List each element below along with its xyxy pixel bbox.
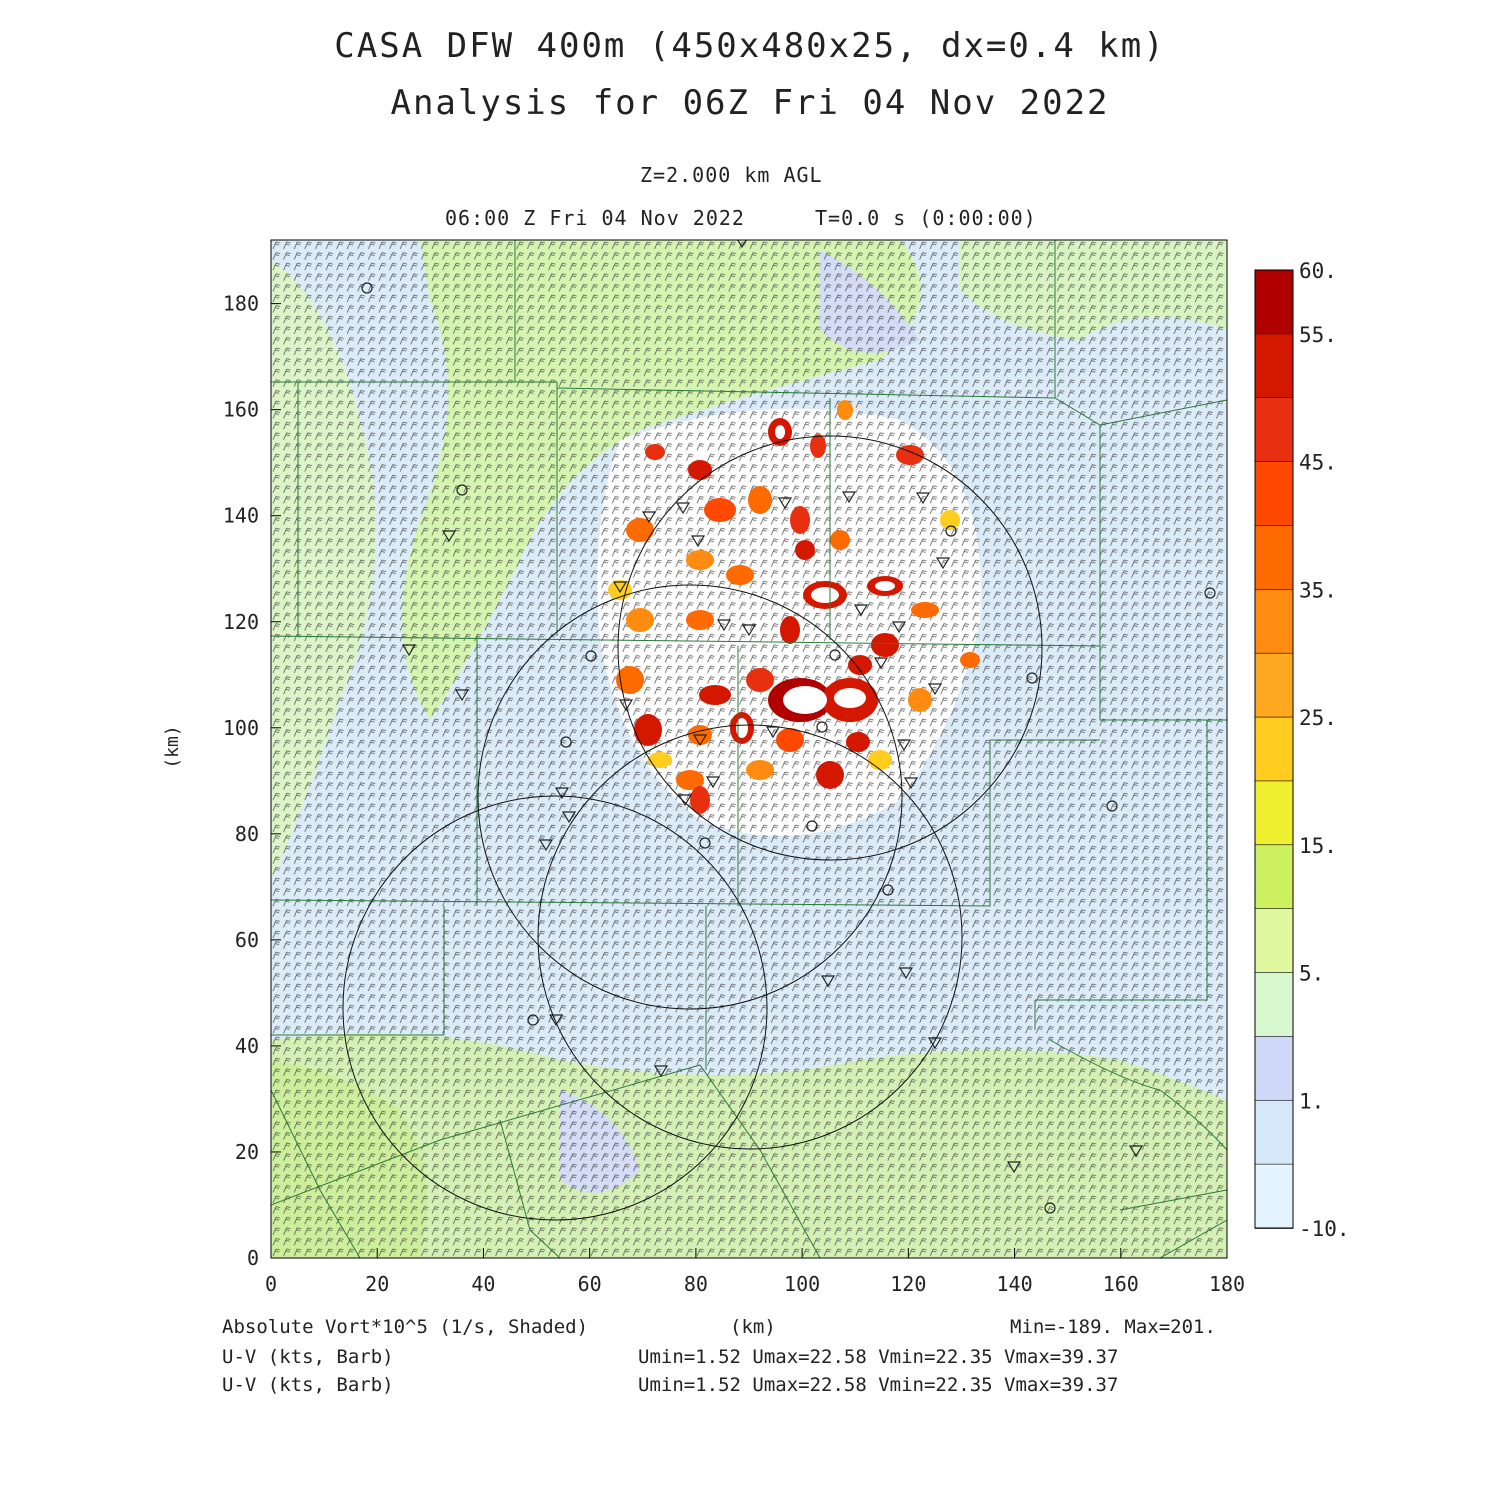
colorbar-label: 35.: [1299, 578, 1337, 602]
radar-ring-2: [477, 584, 903, 1010]
x-axis: 0 20 40 60 80 100 120 140 160 180: [265, 1248, 1245, 1296]
colorbar-swatch: [1254, 908, 1294, 974]
county-boundaries: [271, 240, 1227, 1258]
radar-ring-1: [617, 435, 1043, 861]
y-axis: 0 20 40 60 80 100 120 140 160 180: [223, 292, 281, 1270]
colorbar-label: 55.: [1299, 323, 1337, 347]
y-tick-label: 60: [235, 928, 259, 952]
colorbar-swatch: [1254, 461, 1294, 527]
colorbar-label: 60.: [1299, 259, 1337, 283]
min-max-label: Min=-189. Max=201.: [1010, 1316, 1216, 1338]
colorbar-swatch: [1254, 652, 1294, 718]
colorbar-swatch: [1254, 844, 1294, 910]
colorbar-swatch: [1254, 1036, 1294, 1102]
map-field: [271, 240, 1227, 1258]
colorbar-swatch: [1254, 1099, 1294, 1165]
colorbar-swatch: [1254, 780, 1294, 846]
y-tick-label: 180: [223, 292, 259, 316]
colorbar-label: 25.: [1299, 706, 1337, 730]
x-tick-label: 40: [471, 1272, 495, 1296]
model-time-label: T=0.0 s (0:00:00): [815, 206, 1037, 230]
colorbar-swatch: [1254, 972, 1294, 1038]
field-label-barb-1: U-V (kts, Barb): [222, 1346, 394, 1368]
colorbar: 60. 55. 45. 35. 25. 15. 5. 1. -10.: [1254, 259, 1350, 1241]
radar-ring-3: [342, 795, 768, 1221]
colorbar-swatch: [1254, 1163, 1294, 1229]
colorbar-label: 5.: [1299, 962, 1324, 986]
colorbar-label: 15.: [1299, 834, 1337, 858]
y-tick-label: 160: [223, 398, 259, 422]
colorbar-label: 45.: [1299, 451, 1337, 475]
uv-stats-1: Umin=1.52 Umax=22.58 Vmin=22.35 Vmax=39.…: [638, 1346, 1119, 1368]
x-tick-label: 140: [996, 1272, 1032, 1296]
x-tick-label: 60: [578, 1272, 602, 1296]
field-label-barb-2: U-V (kts, Barb): [222, 1374, 394, 1396]
y-axis-label: (km): [162, 725, 183, 768]
x-tick-label: 160: [1103, 1272, 1139, 1296]
colorbar-swatch: [1254, 333, 1294, 399]
y-tick-label: 40: [235, 1034, 259, 1058]
colorbar-swatch: [1254, 589, 1294, 654]
colorbar-frame: [1254, 269, 1294, 1229]
title-line-2: Analysis for 06Z Fri 04 Nov 2022: [390, 83, 1110, 123]
x-axis-unit-label: (km): [730, 1316, 776, 1338]
y-tick-label: 80: [235, 822, 259, 846]
title-line-1: CASA DFW 400m (450x480x25, dx=0.4 km): [334, 26, 1166, 66]
x-tick-label: 100: [784, 1272, 820, 1296]
y-tick-label: 100: [223, 716, 259, 740]
colorbar-label: 1.: [1299, 1089, 1324, 1113]
station-markers: [361, 240, 1216, 1214]
plot-frame: [270, 239, 1228, 1259]
x-tick-label: 80: [684, 1272, 708, 1296]
x-tick-label: 180: [1209, 1272, 1245, 1296]
colorbar-swatch: [1254, 716, 1294, 782]
radar-ring-4: [537, 724, 963, 1150]
colorbar-label: -10.: [1299, 1217, 1350, 1241]
field-label-vorticity: Absolute Vort*10^5 (1/s, Shaded): [222, 1316, 589, 1338]
x-tick-label: 20: [365, 1272, 389, 1296]
level-label: Z=2.000 km AGL: [640, 163, 823, 187]
y-tick-label: 20: [235, 1140, 259, 1164]
y-tick-label: 140: [223, 504, 259, 528]
y-tick-label: 120: [223, 610, 259, 634]
x-tick-label: 0: [265, 1272, 277, 1296]
uv-stats-2: Umin=1.52 Umax=22.58 Vmin=22.35 Vmax=39.…: [638, 1374, 1119, 1396]
y-tick-label: 0: [247, 1246, 259, 1270]
colorbar-swatch: [1254, 397, 1294, 463]
valid-time-label: 06:00 Z Fri 04 Nov 2022: [445, 206, 745, 230]
vorticity-cells: [608, 400, 980, 814]
radar-rings: [342, 435, 1043, 1221]
x-tick-label: 120: [890, 1272, 926, 1296]
wind-barb-field: [271, 240, 1227, 1258]
colorbar-swatch: [1254, 525, 1294, 591]
colorbar-swatch: [1254, 269, 1294, 335]
